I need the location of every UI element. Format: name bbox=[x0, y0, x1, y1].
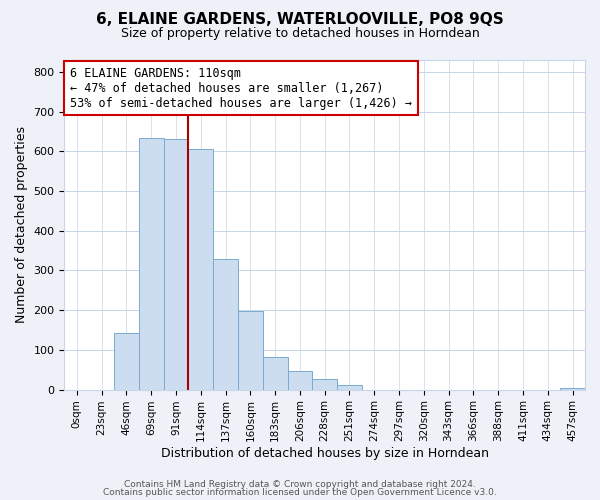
Bar bbox=[188, 148, 213, 390]
Bar bbox=[313, 379, 337, 390]
Text: Contains HM Land Registry data © Crown copyright and database right 2024.: Contains HM Land Registry data © Crown c… bbox=[124, 480, 476, 489]
Y-axis label: Number of detached properties: Number of detached properties bbox=[15, 126, 28, 324]
Bar bbox=[263, 356, 287, 390]
Bar bbox=[560, 388, 585, 390]
Bar bbox=[114, 333, 139, 390]
Text: 6 ELAINE GARDENS: 110sqm
← 47% of detached houses are smaller (1,267)
53% of sem: 6 ELAINE GARDENS: 110sqm ← 47% of detach… bbox=[70, 66, 412, 110]
Text: Size of property relative to detached houses in Horndean: Size of property relative to detached ho… bbox=[121, 28, 479, 40]
Bar bbox=[337, 385, 362, 390]
Bar bbox=[139, 138, 164, 390]
Bar bbox=[238, 311, 263, 390]
Text: Contains public sector information licensed under the Open Government Licence v3: Contains public sector information licen… bbox=[103, 488, 497, 497]
Bar bbox=[213, 258, 238, 390]
X-axis label: Distribution of detached houses by size in Horndean: Distribution of detached houses by size … bbox=[161, 447, 489, 460]
Bar bbox=[164, 140, 188, 390]
Bar bbox=[287, 372, 313, 390]
Text: 6, ELAINE GARDENS, WATERLOOVILLE, PO8 9QS: 6, ELAINE GARDENS, WATERLOOVILLE, PO8 9Q… bbox=[96, 12, 504, 28]
